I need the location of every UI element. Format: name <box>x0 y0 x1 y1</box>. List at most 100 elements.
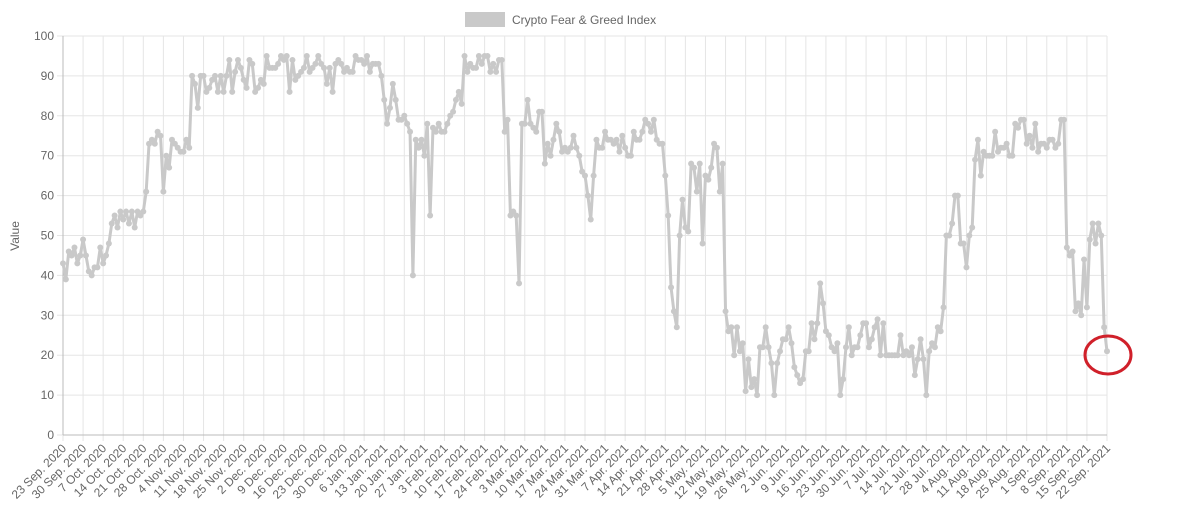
point <box>189 72 196 79</box>
point <box>378 72 385 79</box>
point <box>931 344 938 351</box>
point <box>917 336 924 343</box>
highlight-circle <box>1083 334 1133 376</box>
point <box>668 284 675 291</box>
point <box>71 244 78 251</box>
point <box>622 144 629 151</box>
point <box>206 84 213 91</box>
point <box>734 324 741 331</box>
point <box>421 152 428 159</box>
y-tick-label: 90 <box>41 69 55 83</box>
point <box>845 324 852 331</box>
point <box>516 280 523 287</box>
point <box>814 320 821 327</box>
point <box>223 72 230 79</box>
point <box>1104 348 1110 355</box>
y-tick-label: 0 <box>47 428 54 442</box>
point <box>550 136 557 143</box>
point <box>444 120 451 127</box>
point <box>1078 312 1085 319</box>
point <box>260 80 267 87</box>
point <box>226 56 233 63</box>
point <box>62 276 69 283</box>
point <box>286 88 293 95</box>
point <box>450 108 457 115</box>
legend[interactable]: Crypto Fear & Greed Index <box>465 12 656 27</box>
point <box>1083 304 1090 311</box>
point <box>329 88 336 95</box>
point <box>808 320 815 327</box>
point <box>567 144 574 151</box>
point <box>977 172 984 179</box>
point <box>303 52 310 59</box>
point <box>151 140 158 147</box>
point <box>923 392 930 399</box>
point <box>234 56 241 63</box>
point <box>972 156 979 163</box>
point <box>736 348 743 355</box>
legend-swatch <box>465 12 505 27</box>
point <box>366 68 373 75</box>
point <box>498 56 505 63</box>
point <box>843 344 849 351</box>
point <box>992 128 999 135</box>
point <box>131 224 138 231</box>
point <box>1035 148 1042 155</box>
point <box>427 212 434 219</box>
point <box>974 136 981 143</box>
point <box>487 68 494 75</box>
point <box>461 52 468 59</box>
point <box>685 228 692 235</box>
point <box>599 144 606 151</box>
point <box>1089 220 1096 227</box>
point <box>716 188 723 195</box>
point <box>501 128 508 135</box>
point <box>424 120 431 127</box>
point <box>708 164 715 171</box>
point <box>490 60 497 67</box>
point <box>521 120 528 127</box>
point <box>696 160 703 167</box>
point <box>412 136 419 143</box>
point <box>375 60 382 67</box>
point <box>143 188 150 195</box>
point <box>989 152 996 159</box>
point <box>123 208 130 215</box>
point <box>616 148 623 155</box>
point <box>105 240 112 247</box>
point <box>673 324 680 331</box>
point <box>954 192 961 199</box>
point <box>662 172 669 179</box>
point <box>191 80 198 87</box>
point <box>88 272 95 279</box>
point <box>1055 140 1062 147</box>
point <box>587 216 594 223</box>
y-tick-label: 40 <box>41 268 55 282</box>
point <box>289 56 296 63</box>
point <box>504 116 511 123</box>
point <box>323 80 330 87</box>
point <box>435 120 442 127</box>
point <box>475 52 482 59</box>
point <box>854 344 861 351</box>
point <box>120 216 127 223</box>
point <box>1092 240 1099 247</box>
point <box>949 220 956 227</box>
point <box>857 332 864 339</box>
point <box>1003 140 1010 147</box>
point <box>785 324 792 331</box>
point <box>1086 236 1093 243</box>
point <box>544 140 551 147</box>
point <box>699 240 706 247</box>
point <box>774 360 781 367</box>
point <box>338 60 345 67</box>
point <box>874 316 881 323</box>
point <box>739 340 746 347</box>
point <box>914 356 921 363</box>
point <box>754 392 761 399</box>
y-tick-label: 30 <box>41 308 55 322</box>
point <box>765 344 772 351</box>
point <box>157 132 164 139</box>
point <box>908 344 915 351</box>
